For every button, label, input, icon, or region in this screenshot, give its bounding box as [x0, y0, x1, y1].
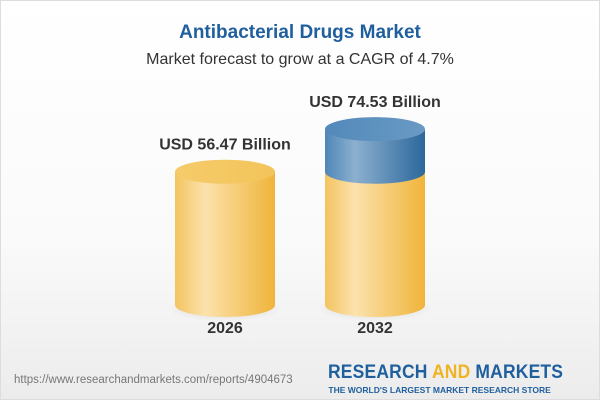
- cylinder-top-base: [175, 159, 275, 184]
- research-and-markets-logo: RESEARCH AND MARKETS THE WORLD'S LARGEST…: [328, 362, 584, 395]
- logo-text: AND: [432, 362, 471, 383]
- cylinder-top-growth: [325, 117, 425, 142]
- data-label: USD 74.53 Billion: [309, 94, 441, 111]
- logo-tagline: THE WORLD'S LARGEST MARKET RESEARCH STOR…: [328, 385, 551, 395]
- logo-text: RESEARCH: [328, 362, 433, 383]
- source-url[interactable]: https://www.researchandmarkets.com/repor…: [14, 374, 293, 386]
- cylinder-body-base: [325, 171, 425, 317]
- chart-subtitle: Market forecast to grow at a CAGR of 4.7…: [146, 51, 454, 68]
- category-label: 2032: [357, 320, 393, 337]
- cylinder-body-base: [175, 171, 275, 317]
- logo-text: MARKETS: [470, 362, 564, 383]
- category-label: 2026: [207, 320, 243, 337]
- data-label: USD 56.47 Billion: [159, 137, 291, 154]
- chart-title: Antibacterial Drugs Market: [179, 22, 421, 43]
- cylinder-body-growth: [325, 129, 425, 184]
